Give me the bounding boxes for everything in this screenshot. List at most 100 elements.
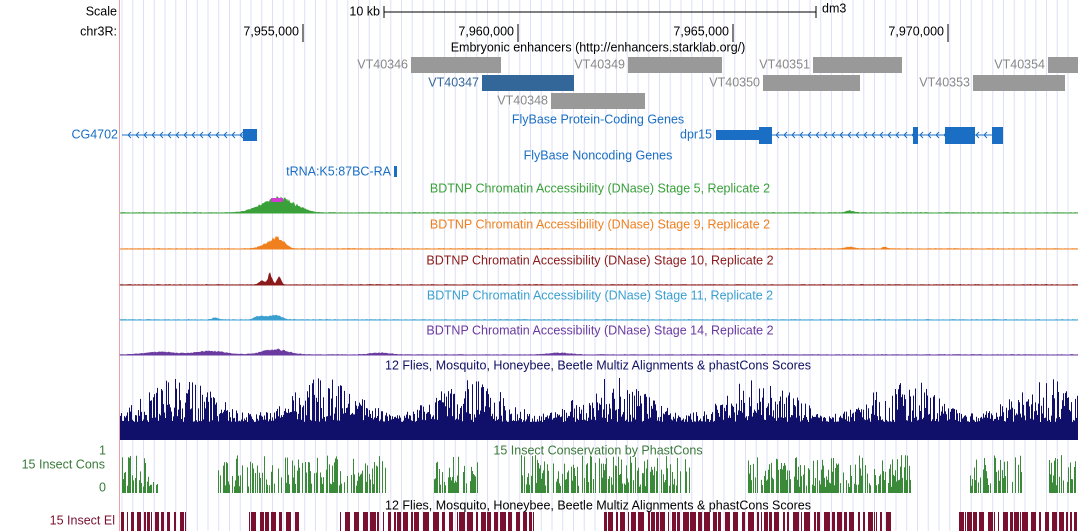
conserved-element [757, 512, 759, 531]
conserved-element [837, 512, 842, 531]
dnase-title: BDTNP Chromatin Accessibility (DNase) St… [426, 323, 773, 337]
conserved-element [265, 512, 269, 531]
conserved-element [155, 512, 159, 531]
phastcons-title: 15 Insect Conservation by PhastCons [493, 443, 702, 457]
conserved-element [1074, 512, 1077, 531]
strand-arrow [831, 131, 836, 139]
conserved-element [804, 512, 810, 531]
strand-arrow [207, 131, 212, 139]
conserved-element [363, 512, 368, 531]
conserved-element [286, 512, 291, 531]
phastcons-min: 0 [99, 480, 106, 494]
conserved-element [1039, 512, 1041, 531]
conserved-element [880, 512, 882, 531]
conserved-element [147, 512, 150, 531]
conserved-element [271, 512, 276, 531]
scale-bar-label: 10 kb [349, 4, 380, 18]
conserved-element [660, 512, 665, 531]
conserved-element [648, 512, 650, 531]
enhancer [411, 57, 501, 73]
strand-arrow [167, 131, 172, 139]
conserved-element [388, 512, 391, 531]
enhancer [763, 75, 860, 91]
conserved-element [761, 512, 762, 531]
exon [913, 127, 918, 144]
conserved-element [423, 512, 429, 531]
dnase-signal [119, 235, 1078, 250]
enhancer-label: VT40353 [919, 75, 970, 89]
conserved-element [467, 512, 473, 531]
ruler-label: 7,955,000 [243, 24, 299, 38]
strand-arrow [175, 131, 180, 139]
conserved-element [774, 512, 779, 531]
conserved-element [249, 512, 250, 531]
conserved-element [967, 512, 972, 531]
multiz-signal [120, 377, 1078, 440]
coding-track-title: FlyBase Protein-Coding Genes [512, 112, 684, 126]
conserved-element [1066, 512, 1068, 531]
conserved-element [668, 512, 669, 531]
strand-arrow [935, 131, 940, 139]
strand-arrow [863, 131, 868, 139]
conserved-element [764, 512, 768, 531]
strand-arrow [215, 131, 220, 139]
conserved-element [260, 512, 264, 531]
conserved-element [411, 512, 413, 531]
conserved-element [481, 512, 486, 531]
conserved-element [127, 512, 128, 531]
strand-arrow [191, 131, 196, 139]
strand-arrow [879, 131, 884, 139]
ruler-label: 7,965,000 [673, 24, 729, 38]
conserved-element [174, 512, 176, 531]
conserved-element [1052, 512, 1057, 531]
enhancer-label: VT40354 [994, 57, 1045, 71]
exon [992, 127, 1003, 144]
conserved-element [801, 512, 802, 531]
noncoding-track-title: FlyBase Noncoding Genes [524, 148, 673, 162]
conserved-element [698, 512, 702, 531]
strand-arrow [223, 131, 228, 139]
enhancer [813, 57, 902, 73]
strand-arrow [231, 131, 236, 139]
conserved-element [1045, 512, 1049, 531]
exon [394, 166, 397, 177]
scale-label: Scale [86, 4, 117, 18]
conserved-element [394, 512, 396, 531]
conserved-element [817, 512, 820, 531]
strand-arrow [815, 131, 820, 139]
dnase-title: BDTNP Chromatin Accessibility (DNase) St… [430, 181, 770, 195]
conserved-element [529, 512, 532, 531]
conserved-element [787, 512, 789, 531]
enhancer-track-title: Embryonic enhancers (http://enhancers.st… [451, 40, 746, 54]
conserved-element [868, 512, 873, 531]
strand-arrow [799, 131, 804, 139]
strand-arrow [839, 131, 844, 139]
chrom-label: chr3R: [80, 24, 117, 38]
strand-arrow [775, 131, 780, 139]
strand-arrow [847, 131, 852, 139]
conserved-element [979, 512, 984, 531]
enhancer-label: VT40347 [428, 75, 479, 89]
conserved-element [494, 512, 498, 531]
conserved-element [824, 512, 830, 531]
conserved-element [500, 512, 506, 531]
conserved-element [523, 512, 527, 531]
conserved-element [677, 512, 680, 531]
conserved-element [377, 512, 379, 531]
gene-label: CG4702 [71, 127, 118, 141]
enhancer-label: VT40350 [709, 75, 760, 89]
conserved-element [131, 512, 134, 531]
strand-arrow [871, 131, 876, 139]
conserved-element [459, 512, 465, 531]
conserved-element [161, 512, 164, 531]
scale-bar [383, 6, 817, 18]
conserved-element [1010, 512, 1013, 531]
conserved-element [457, 512, 458, 531]
conserved-element [858, 512, 860, 531]
conserved-element [279, 512, 282, 531]
strand-arrow [855, 131, 860, 139]
dnase-title: BDTNP Chromatin Accessibility (DNase) St… [430, 217, 770, 231]
conserved-element [725, 512, 730, 531]
enhancer [973, 75, 1065, 91]
